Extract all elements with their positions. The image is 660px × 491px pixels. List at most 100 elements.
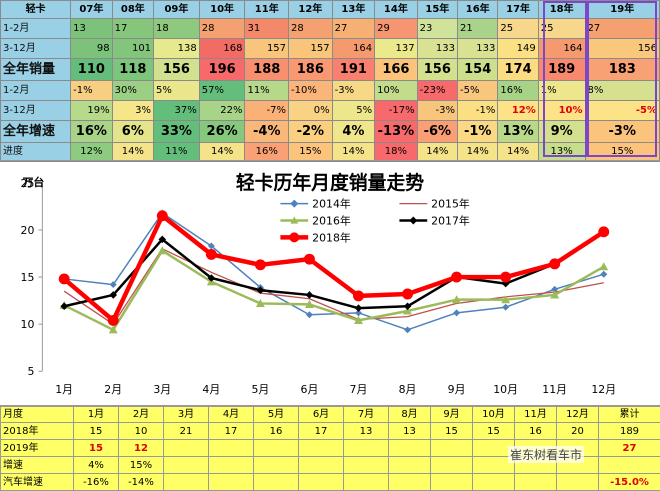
table-cell: -3% (332, 81, 375, 101)
table-cell: 154 (458, 59, 498, 81)
table-cell: -17% (375, 101, 418, 121)
table-cell (389, 457, 431, 474)
table-cell (515, 474, 557, 491)
table-cell: 23 (417, 19, 457, 39)
table-cell (431, 457, 473, 474)
table-cell: 16% (71, 121, 112, 143)
table-cell: 14% (498, 143, 538, 162)
table-cell: 14% (112, 143, 153, 162)
table-cell: 133 (417, 39, 457, 59)
x-tick-label: 2月 (104, 383, 122, 396)
table-cell (431, 440, 473, 457)
table-cell: -15.0% (599, 474, 660, 491)
data-point (206, 249, 217, 260)
table-cell: -7% (245, 101, 289, 121)
year-header: 19年 (585, 1, 659, 19)
table-cell: -4% (245, 121, 289, 143)
row-label: 3-12月 (1, 101, 71, 121)
data-point (60, 302, 68, 310)
table-cell: 15% (289, 143, 333, 162)
month-header: 3月 (164, 407, 209, 423)
table-cell (344, 474, 389, 491)
x-tick-label: 3月 (153, 383, 171, 396)
table-cell (164, 474, 209, 491)
table-cell: 37% (154, 101, 200, 121)
table-cell: 12% (498, 101, 538, 121)
month-header: 6月 (299, 407, 344, 423)
year-header: 15年 (417, 1, 457, 19)
table-cell: -3% (417, 101, 457, 121)
data-point (289, 232, 299, 242)
data-point (549, 258, 560, 269)
table-cell: 12 (119, 440, 164, 457)
table-cell: 18 (154, 19, 200, 39)
bottom-table-row: 汽车增速-16%-14%-15.0% (1, 474, 660, 491)
table-cell: 10 (119, 423, 164, 440)
month-header: 11月 (515, 407, 557, 423)
table-cell: 21 (164, 423, 209, 440)
table-cell: 15 (74, 423, 119, 440)
table-cell: 31 (245, 19, 289, 39)
table-cell: 189 (538, 59, 585, 81)
month-header: 12月 (557, 407, 599, 423)
table-cell: 149 (498, 39, 538, 59)
y-tick-label: 20 (21, 224, 35, 237)
table-cell: -3% (585, 121, 659, 143)
legend-item: 2014年 (280, 197, 350, 211)
table-cell: -5% (585, 101, 659, 121)
table-cell: 186 (289, 59, 333, 81)
table-cell: 11% (245, 81, 289, 101)
table-cell (557, 474, 599, 491)
table-cell: 16 (254, 423, 299, 440)
legend-label: 2016年 (312, 213, 351, 227)
watermark: 崔东树看车市 (508, 446, 584, 463)
x-tick-label: 1月 (55, 383, 73, 396)
table-cell: 12% (71, 143, 112, 162)
row-label: 1-2月 (1, 19, 71, 39)
series-line (64, 251, 604, 330)
table-cell: 19% (71, 101, 112, 121)
table-cell: 18% (375, 143, 418, 162)
table-cell: 137 (375, 39, 418, 59)
table-cell: 4% (332, 121, 375, 143)
data-point (451, 272, 462, 283)
row-label: 2018年 (1, 423, 74, 440)
x-tick-label: 5月 (251, 383, 269, 396)
table-cell: 22% (199, 101, 245, 121)
month-header: 累计 (599, 407, 660, 423)
month-header: 9月 (431, 407, 473, 423)
table-cell (299, 474, 344, 491)
legend-label: 2018年 (312, 230, 351, 244)
year-header: 18年 (538, 1, 585, 19)
legend-label: 2014年 (312, 197, 351, 211)
data-point (306, 311, 313, 318)
table-cell: 3% (112, 101, 153, 121)
table-cell: -14% (119, 474, 164, 491)
year-header: 14年 (375, 1, 418, 19)
data-point (59, 273, 70, 284)
year-header: 09年 (154, 1, 200, 19)
table-cell: 20 (557, 423, 599, 440)
month-header: 10月 (473, 407, 515, 423)
table-cell: 29 (375, 19, 418, 39)
table-cell: 17 (299, 423, 344, 440)
data-point (500, 272, 511, 283)
table-cell (299, 440, 344, 457)
table-cell (209, 440, 254, 457)
year-header: 11年 (245, 1, 289, 19)
table-cell: 13% (538, 143, 585, 162)
data-point (304, 254, 315, 265)
x-tick-label: 7月 (350, 383, 368, 396)
month-header: 8月 (389, 407, 431, 423)
table-cell (164, 440, 209, 457)
table-cell (389, 474, 431, 491)
table-cell: 13 (344, 423, 389, 440)
month-header: 月度 (1, 407, 74, 423)
table-cell: 27 (332, 19, 375, 39)
